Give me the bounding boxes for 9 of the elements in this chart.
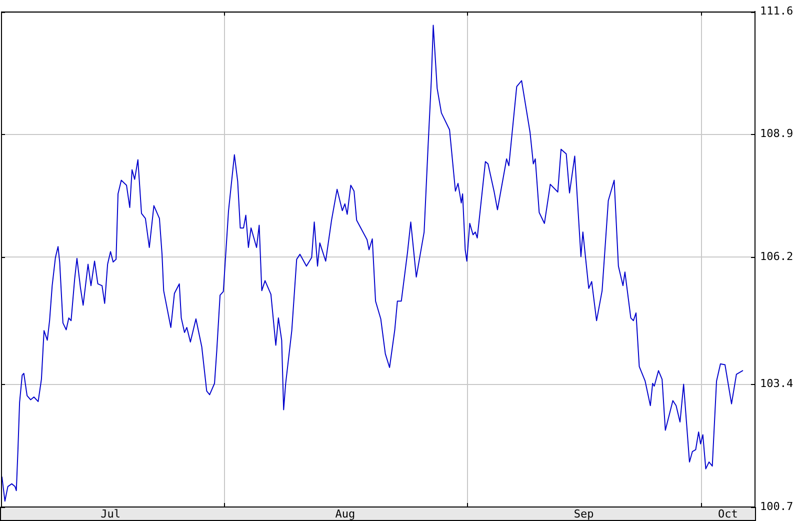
x-tick-label: Oct [718,507,738,520]
y-tick-label: 103.4 [760,377,794,390]
y-tick-label: 108.9 [760,127,794,140]
y-tick-label: 100.7 [760,500,794,513]
x-tick-label: Sep [574,507,594,520]
x-tick-label: Aug [335,507,356,520]
y-tick-label: 111.6 [760,4,794,18]
x-tick-label: Jul [100,507,120,520]
y-tick-label: 106.2 [760,250,794,263]
